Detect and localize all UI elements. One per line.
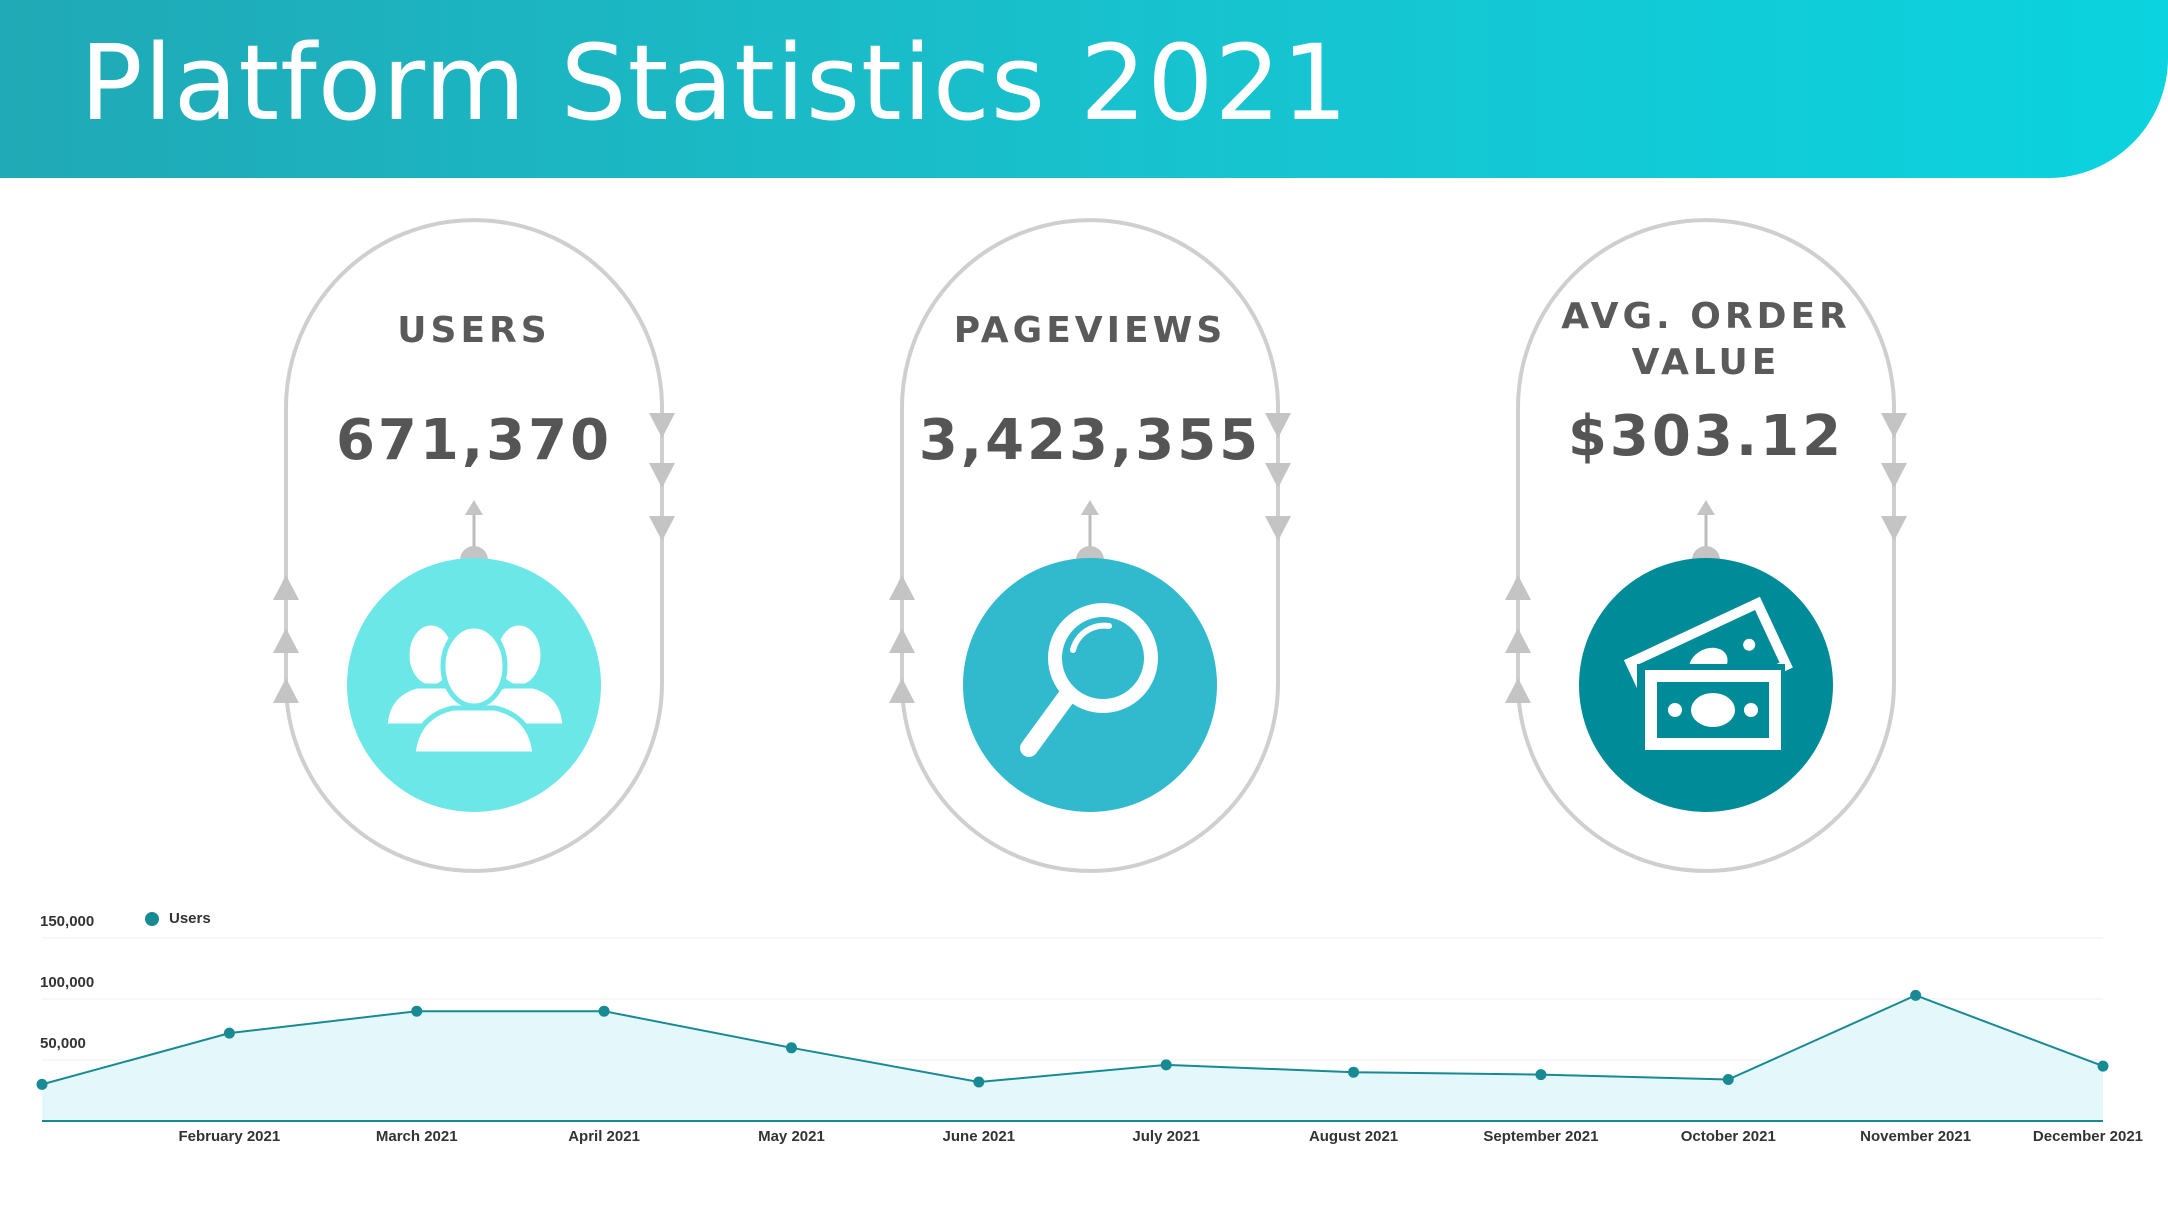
y-tick-label: 100,000: [40, 974, 94, 991]
x-tick-label: June 2021: [943, 1128, 1016, 1145]
header-banner: Platform Statistics 2021: [0, 0, 2168, 178]
users-icon: [382, 620, 568, 757]
x-tick-label: November 2021: [1860, 1128, 1971, 1145]
page-title: Platform Statistics 2021: [80, 22, 1349, 144]
y-tick-label: 150,000: [40, 913, 94, 930]
users-card: USERS 671,370: [273, 218, 675, 873]
data-point[interactable]: [223, 1027, 235, 1039]
x-tick-label: March 2021: [376, 1128, 458, 1145]
legend-label: Users: [169, 910, 211, 927]
pageviews-icon-circle: [963, 558, 1217, 812]
avg-order-value: $303.12: [1567, 404, 1845, 469]
users-chart: Users 150,000 100,000 50,000 February 2021 M…: [0, 900, 2168, 1200]
x-tick-label: September 2021: [1483, 1128, 1598, 1145]
data-point[interactable]: [2097, 1060, 2109, 1072]
card-frame: [889, 218, 1291, 873]
avg-order-label-line1: AVG. ORDER: [1561, 296, 1851, 337]
pageviews-card: PAGEVIEWS 3,423,355: [889, 218, 1291, 873]
users-series-line: [41, 994, 2104, 1086]
data-point[interactable]: [973, 1076, 985, 1088]
money-icon-circle: [1579, 558, 1833, 812]
money-icon: [1623, 596, 1793, 752]
x-tick-label: December 2021: [2033, 1128, 2143, 1145]
x-tick-label: August 2021: [1309, 1128, 1398, 1145]
users-icon-circle: [347, 558, 601, 812]
data-point[interactable]: [1910, 989, 1922, 1001]
pageviews-label: PAGEVIEWS: [953, 310, 1227, 351]
x-tick-label: May 2021: [758, 1128, 825, 1145]
data-point[interactable]: [36, 1078, 48, 1090]
users-value: 671,370: [335, 408, 613, 473]
avg-order-label-line2: VALUE: [1631, 342, 1781, 383]
magnifier-icon: [1020, 603, 1158, 757]
chart-plot: 150,000 100,000 50,000 February 2021 March 2…: [36, 913, 2143, 1145]
users-area: [42, 995, 2103, 1121]
x-tick-label: October 2021: [1681, 1128, 1776, 1145]
data-point[interactable]: [598, 1005, 610, 1017]
legend-marker: [145, 911, 159, 926]
data-point[interactable]: [1160, 1059, 1172, 1071]
avg-order-value-card: AVG. ORDER VALUE $303.12: [1505, 218, 1907, 873]
pageviews-value: 3,423,355: [918, 408, 1262, 473]
chart-legend[interactable]: Users: [145, 910, 211, 927]
data-point[interactable]: [411, 1005, 423, 1017]
data-point[interactable]: [785, 1042, 797, 1054]
x-tick-label: February 2021: [178, 1128, 280, 1145]
x-tick-label: July 2021: [1132, 1128, 1200, 1145]
data-point[interactable]: [1348, 1066, 1360, 1078]
x-tick-label: April 2021: [568, 1128, 640, 1145]
users-label: USERS: [397, 310, 551, 351]
data-point[interactable]: [1722, 1074, 1734, 1086]
y-tick-label: 50,000: [40, 1035, 86, 1052]
data-point[interactable]: [1535, 1069, 1547, 1081]
